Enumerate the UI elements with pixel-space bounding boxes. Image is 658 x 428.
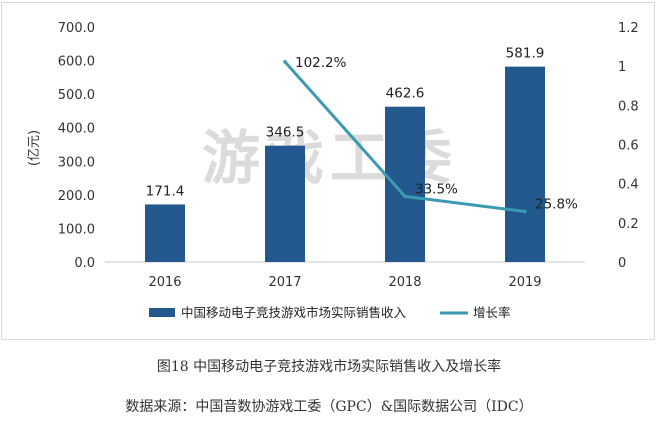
bar-2016 (145, 204, 185, 262)
chart-frame (1, 2, 655, 340)
y2-tick-label: 1.2 (618, 21, 639, 36)
x-tick-label: 2019 (508, 275, 541, 290)
growth-rate-point (283, 60, 287, 64)
y2-tick-label: 0.6 (618, 139, 639, 154)
legend-label-growth: 增长率 (473, 305, 511, 320)
figure-caption: 图18 中国移动电子竞技游戏市场实际销售收入及增长率 (156, 359, 502, 375)
y-tick-label: 200.0 (58, 189, 95, 204)
y-axis-label: (亿元) (27, 130, 42, 166)
growth-rate-label: 33.5% (415, 181, 458, 197)
data-source: 数据来源：中国音数协游戏工委（GPC）&国际数据公司（IDC） (125, 399, 533, 415)
y2-tick-label: 0.8 (618, 99, 639, 114)
bar-2018 (385, 106, 425, 262)
bar-2019 (505, 66, 545, 262)
y2-tick-label: 0.4 (618, 178, 639, 193)
growth-rate-point (523, 209, 527, 214)
legend-swatch-revenue (149, 308, 175, 317)
x-tick-label: 2017 (268, 275, 301, 290)
legend-label-revenue: 中国移动电子竞技游戏市场实际销售收入 (181, 305, 407, 320)
bar-value-label: 346.5 (266, 125, 305, 141)
y-tick-label: 0.0 (74, 256, 95, 271)
y-tick-label: 600.0 (58, 55, 95, 70)
growth-rate-label: 102.2% (295, 55, 347, 71)
bar-value-label: 581.9 (506, 46, 545, 62)
y2-tick-label: 0.2 (618, 217, 639, 232)
bar-value-label: 462.6 (386, 86, 425, 102)
y-tick-label: 300.0 (58, 155, 95, 170)
y-tick-label: 700.0 (58, 21, 95, 36)
y-tick-label: 500.0 (58, 88, 95, 103)
y-tick-label: 400.0 (58, 122, 95, 137)
growth-rate-point (403, 194, 407, 199)
y-tick-label: 100.0 (58, 222, 95, 237)
chart: 游戏工委 (亿元) 0.0100.0200.0300.0400.0500.060… (27, 21, 639, 320)
y2-tick-label: 0 (618, 256, 626, 271)
bar-2017 (265, 145, 305, 262)
bar-value-label: 171.4 (146, 183, 185, 199)
y2-tick-label: 1 (618, 60, 626, 75)
x-tick-label: 2018 (388, 275, 421, 290)
growth-rate-label: 25.8% (535, 196, 578, 212)
x-tick-label: 2016 (148, 275, 181, 290)
